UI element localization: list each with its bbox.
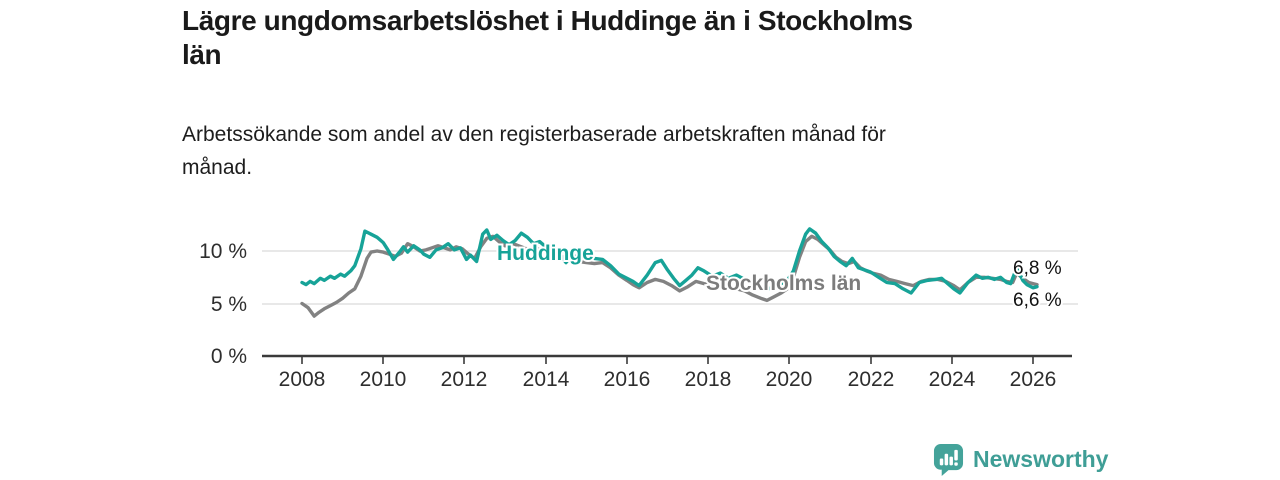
- x-tick-label: 2022: [848, 368, 895, 391]
- x-tick-label: 2014: [523, 368, 570, 391]
- newsworthy-logo-text: Newsworthy: [973, 446, 1109, 472]
- x-tick-label: 2018: [685, 368, 732, 391]
- x-tick-label: 2016: [604, 368, 651, 391]
- newsworthy-logo-icon: [933, 444, 964, 476]
- chart-title: Lägre ungdomsarbetslöshet i Huddinge än …: [182, 4, 913, 72]
- chart-subtitle: Arbetssökande som andel av den registerb…: [182, 118, 886, 184]
- y-tick-label-5: 5 %: [211, 293, 247, 316]
- x-tick-label: 2020: [766, 368, 813, 391]
- x-tick-label: 2024: [929, 368, 976, 391]
- newsworthy-logo[interactable]: Newsworthy: [933, 443, 1108, 476]
- x-axis-ticks: [301, 357, 1034, 364]
- x-tick-label: 2012: [441, 368, 488, 391]
- series-label-huddinge: Huddinge: [497, 242, 594, 265]
- end-value-label-stockholms-lan: 6,8 %: [1013, 258, 1062, 279]
- series-label-stockholms-lan: Stockholms län: [706, 272, 861, 295]
- x-tick-label: 2008: [279, 368, 326, 391]
- x-axis-labels: 2008 2010 2012 2014 2016 2018 2020 2022 …: [279, 368, 1057, 391]
- chart-title-line-2: län: [182, 39, 222, 70]
- chart-subtitle-line-1: Arbetssökande som andel av den registerb…: [182, 123, 886, 146]
- chart-title-line-1: Lägre ungdomsarbetslöshet i Huddinge än …: [182, 5, 913, 36]
- chart-header: Lägre ungdomsarbetslöshet i Huddinge än …: [182, 4, 913, 72]
- y-tick-label-0: 0 %: [211, 345, 247, 368]
- end-value-label-huddinge: 6,6 %: [1013, 290, 1062, 311]
- chart-subtitle-line-2: månad.: [182, 156, 253, 179]
- series-line-huddinge: [300, 227, 1039, 295]
- x-tick-label: 2010: [360, 368, 407, 391]
- series-line-stockholms-lan: [300, 234, 1039, 318]
- series-lines: [300, 227, 1039, 318]
- x-tick-label: 2026: [1010, 368, 1057, 391]
- y-tick-label-10: 10 %: [199, 240, 247, 263]
